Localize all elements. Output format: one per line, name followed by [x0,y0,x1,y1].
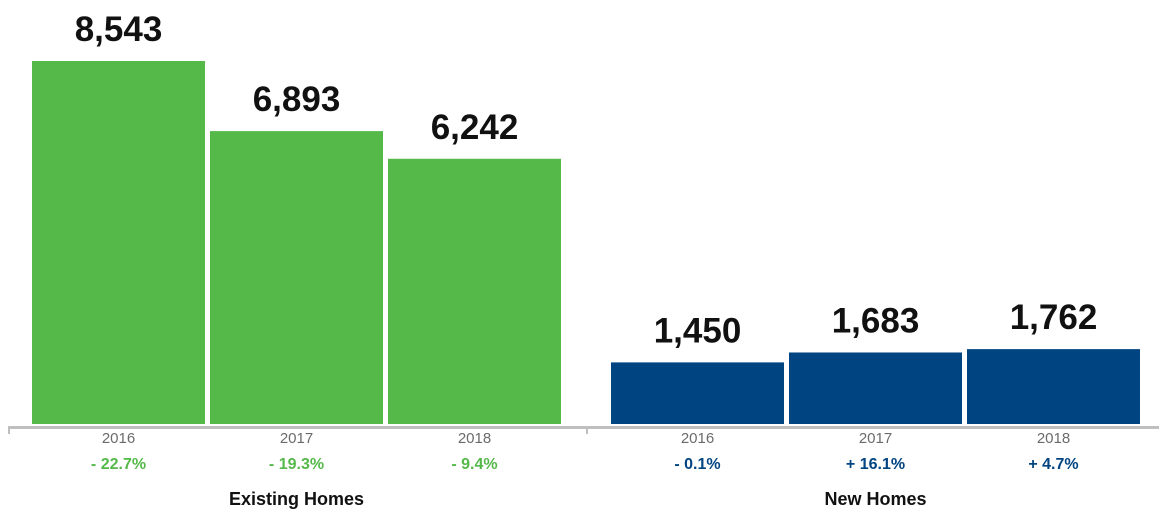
existing-homes-year-label-2017: 2017 [280,430,313,447]
existing-homes-bar-2017 [210,131,383,424]
new-homes-value-label-2018: 1,762 [1010,298,1098,337]
new-homes-change-label-2017: + 16.1% [846,456,905,473]
new-homes-bar-2018 [967,349,1140,424]
new-homes-year-label-2017: 2017 [859,430,892,447]
existing-homes-year-label-2018: 2018 [458,430,491,447]
existing-homes-bar-2016 [32,61,205,424]
new-homes-change-label-2018: + 4.7% [1028,456,1078,473]
new-homes-value-label-2016: 1,450 [654,311,742,350]
existing-homes-group-label: Existing Homes [229,489,364,509]
new-homes-year-label-2016: 2016 [681,430,714,447]
chart-marks: 8,543 2016 - 22.7% 6,893 2017 - 19.3% 6,242 201… [8,10,1159,509]
new-homes-bar-2017 [789,352,962,424]
existing-homes-value-label-2018: 6,242 [431,108,519,147]
existing-homes-change-label-2016: - 22.7% [91,456,146,473]
new-homes-change-label-2016: - 0.1% [674,456,720,473]
existing-homes-year-label-2016: 2016 [102,430,135,447]
existing-homes-value-label-2017: 6,893 [253,80,341,119]
existing-homes-bar-2018 [388,158,561,425]
new-homes-bar-2016 [611,362,784,424]
new-homes-group-label: New Homes [824,489,926,509]
existing-homes-value-label-2016: 8,543 [75,10,163,49]
existing-homes-change-label-2018: - 9.4% [451,456,497,473]
new-homes-value-label-2017: 1,683 [832,301,920,340]
existing-homes-change-label-2017: - 19.3% [269,456,324,473]
new-homes-year-label-2018: 2018 [1037,430,1070,447]
